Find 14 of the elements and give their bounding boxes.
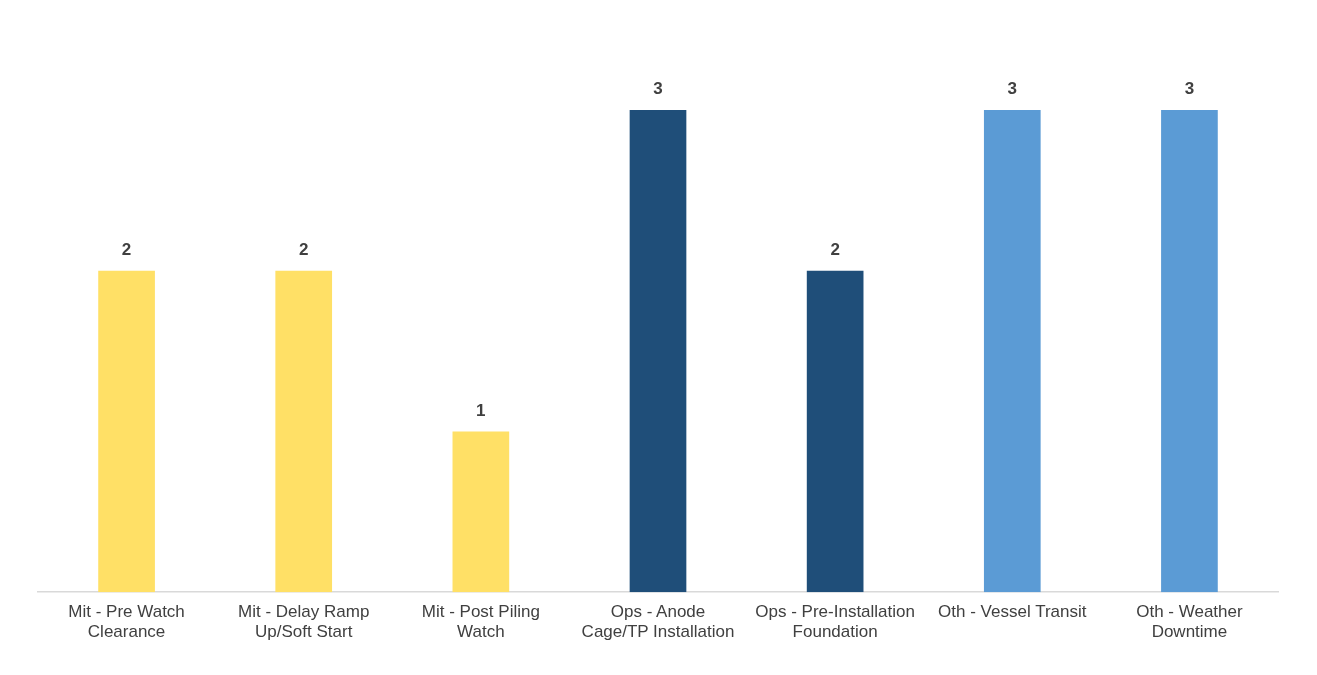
x-tick-label: Ops - Anode Cage/TP Installation: [581, 602, 735, 642]
data-label: 3: [1184, 79, 1195, 99]
data-label: 1: [476, 400, 486, 420]
x-tick-label: Mit - Pre Watch Clearance: [68, 602, 185, 642]
x-tick-label: Mit - Post Piling Watch: [421, 602, 540, 642]
data-label: 3: [653, 79, 663, 99]
x-tick-label: Oth - Weather Downtime: [1136, 602, 1243, 642]
x-tick-label: Mit - Delay Ramp Up/Soft Start: [238, 602, 370, 642]
data-label: 2: [830, 239, 840, 259]
data-label: 2: [298, 239, 309, 259]
x-tick-label: Oth - Vessel Transit: [938, 602, 1087, 622]
data-label: 3: [1007, 79, 1018, 99]
data-label: 2: [121, 239, 132, 259]
x-tick-label: Ops - Pre-Installation Foundation: [755, 602, 915, 642]
